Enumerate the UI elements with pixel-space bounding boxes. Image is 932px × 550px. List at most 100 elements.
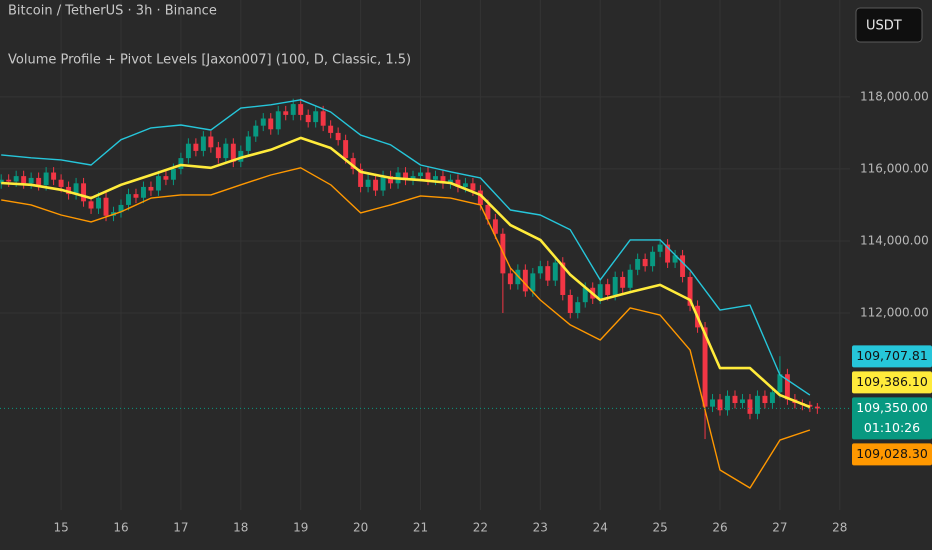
candle-body <box>350 158 356 169</box>
x-tick-label: 16 <box>113 521 128 535</box>
candle-body <box>762 395 768 404</box>
price-label-text: 109,028.30 <box>856 446 928 461</box>
candle-body <box>455 179 461 187</box>
candle-body <box>447 179 453 184</box>
candle-body <box>462 183 468 187</box>
currency-button-box[interactable] <box>855 7 923 43</box>
price-label-box <box>852 443 932 466</box>
candle-body <box>28 177 34 184</box>
candle-body <box>253 125 259 137</box>
candle-body <box>36 177 42 186</box>
candle-body <box>320 111 326 126</box>
candle-body <box>58 179 64 187</box>
x-tick-label: 27 <box>772 521 787 535</box>
candle-body <box>155 176 161 191</box>
candle-body <box>126 194 131 205</box>
candle-body <box>260 118 266 126</box>
candle-body <box>575 302 581 313</box>
price-label: 109,386.10 <box>852 371 932 394</box>
candle-body <box>305 114 311 123</box>
x-tick-label: 18 <box>233 521 248 535</box>
price-label: 109,028.30 <box>852 443 932 466</box>
x-tick-label: 24 <box>593 521 608 535</box>
candle-body <box>21 176 27 184</box>
candle-body <box>552 262 558 281</box>
candle-body <box>43 172 49 186</box>
candle-body <box>440 176 446 184</box>
candle-body <box>283 111 289 115</box>
candle-body <box>717 399 723 411</box>
candle-body <box>725 395 730 411</box>
x-tick-label: 28 <box>832 521 847 535</box>
candle-body <box>582 287 588 303</box>
candle-body <box>193 143 199 151</box>
band-line <box>1 167 811 489</box>
candle-body <box>784 374 790 400</box>
currency-button[interactable]: USDT <box>855 7 923 43</box>
candle-body <box>418 172 423 177</box>
candle-body <box>433 176 438 180</box>
candle-body <box>388 176 394 184</box>
candle-body <box>163 176 169 180</box>
x-tick-label: 26 <box>712 521 727 535</box>
x-tick-label: 20 <box>353 521 368 535</box>
candle-body <box>335 132 341 141</box>
candle-body <box>560 262 566 295</box>
y-tick-label: 116,000.00 <box>860 161 929 175</box>
candle-body <box>672 255 678 263</box>
candle-body <box>687 276 693 306</box>
candle-body <box>73 183 79 195</box>
candle-body <box>133 194 139 198</box>
candle-body <box>343 140 349 159</box>
candle-body <box>612 276 618 295</box>
candle-body <box>597 284 603 299</box>
candle-body <box>88 201 94 209</box>
x-tick-label: 21 <box>413 521 428 535</box>
currency-button-label[interactable]: USDT <box>866 19 902 34</box>
candle-body <box>425 172 431 180</box>
candle-body <box>268 118 274 130</box>
price-label-box <box>852 345 932 368</box>
candle-body <box>620 276 626 288</box>
x-tick-label: 19 <box>293 521 308 535</box>
candle-body <box>6 179 12 182</box>
candle-body <box>710 399 715 407</box>
candle-body <box>470 183 476 191</box>
price-label-text: 109,707.81 <box>856 348 928 363</box>
x-tick-label: 23 <box>533 521 548 535</box>
candle-body <box>769 392 775 404</box>
candle-body <box>680 255 686 277</box>
candle-body <box>702 327 708 407</box>
candle-body <box>627 269 633 288</box>
candle-body <box>103 197 109 216</box>
price-label-box <box>852 397 932 440</box>
chart-title: Bitcoin / TetherUS · 3h · Binance <box>8 4 217 19</box>
candle-body <box>170 168 176 180</box>
price-label-text: 109,386.10 <box>856 374 928 389</box>
candle-body <box>403 172 409 180</box>
candle-body <box>365 179 371 187</box>
candle-body <box>485 204 491 220</box>
candle-body <box>747 399 753 414</box>
candle-body <box>118 204 124 213</box>
candle-body <box>140 186 146 198</box>
price-label-box <box>852 371 932 394</box>
candle-body <box>754 395 760 414</box>
x-tick-label: 17 <box>173 521 188 535</box>
candle-body <box>96 197 102 209</box>
candle-body <box>777 374 783 393</box>
candle-body <box>200 136 206 151</box>
candle-body <box>814 406 820 409</box>
candle-body <box>373 179 379 191</box>
candle-body <box>185 143 191 159</box>
candle-body <box>567 294 573 313</box>
candle-body <box>81 183 87 202</box>
y-tick-label: 112,000.00 <box>860 305 929 319</box>
candle-body <box>215 147 221 159</box>
candle-body <box>51 172 57 180</box>
x-tick-label: 15 <box>53 521 68 535</box>
candle-body <box>148 186 154 191</box>
